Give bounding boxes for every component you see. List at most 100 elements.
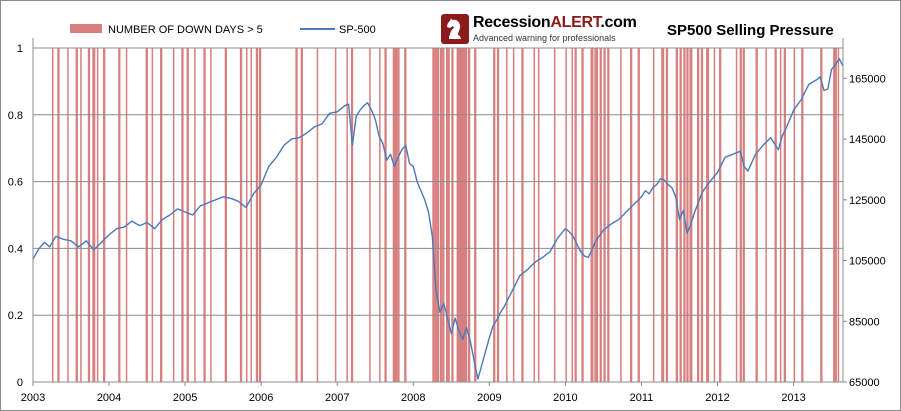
down-days-bar [239, 48, 243, 382]
down-days-bar [713, 48, 716, 382]
right-tick-label: 85000 [849, 316, 880, 328]
down-days-bar [300, 48, 303, 382]
down-days-bar [379, 48, 381, 382]
down-days-bar [384, 48, 387, 382]
x-tick-label: 2009 [477, 392, 501, 404]
right-tick-label: 125000 [849, 195, 886, 207]
down-days-bar [181, 48, 184, 382]
down-days-bar [493, 48, 496, 382]
down-days-bar [512, 48, 515, 382]
x-tick-label: 2012 [705, 392, 729, 404]
brand-logo-block: RecessionALERT.com Advanced warning for … [441, 14, 637, 46]
down-days-bar [103, 48, 106, 382]
axes [32, 38, 844, 383]
down-days-bar [574, 48, 577, 382]
down-days-bar [652, 48, 655, 382]
down-days-bars [52, 48, 840, 382]
legend: NUMBER OF DOWN DAYS > 5 SP-500 [70, 24, 376, 36]
down-days-bar [224, 48, 227, 382]
right-tick-label: 145000 [849, 134, 886, 146]
down-days-bar [118, 48, 121, 382]
down-days-bar [151, 48, 154, 382]
down-days-bar [87, 48, 91, 382]
down-days-bar [521, 48, 524, 382]
down-days-bar [506, 48, 508, 382]
down-days-bar [571, 48, 573, 382]
down-days-bar [258, 48, 262, 382]
legend-label-sp500: SP-500 [339, 24, 376, 36]
down-days-bar [697, 48, 700, 382]
sp500-line [32, 57, 844, 380]
left-tick-label: 0.8 [8, 110, 23, 122]
down-days-bar [594, 48, 596, 382]
down-days-bar [686, 48, 689, 382]
down-days-bar [599, 48, 602, 382]
down-days-bar [706, 48, 710, 382]
down-days-bar [565, 48, 567, 382]
x-tick-label: 2005 [173, 392, 197, 404]
down-days-bar [442, 48, 445, 382]
down-days-bar [590, 48, 594, 382]
down-days-bar [57, 48, 60, 382]
x-tick-label: 2013 [781, 392, 805, 404]
down-days-bar [250, 48, 252, 382]
down-days-bar [496, 48, 500, 382]
x-tick-label: 2010 [553, 392, 577, 404]
down-days-bar [246, 48, 248, 382]
down-days-bar [793, 48, 796, 382]
left-tick-label: 0 [17, 377, 23, 389]
left-tick-label: 0.6 [8, 177, 23, 189]
legend-label-down-days: NUMBER OF DOWN DAYS > 5 [108, 24, 263, 36]
down-days-bar [581, 48, 584, 382]
down-days-bar [350, 48, 354, 382]
down-days-bar [675, 48, 678, 382]
down-days-bar [595, 48, 599, 382]
down-days-bar [194, 48, 196, 382]
down-days-bar [125, 48, 128, 382]
down-days-bar [255, 48, 259, 382]
down-days-bar [742, 48, 745, 382]
down-days-bar [554, 48, 556, 382]
down-days-bar [67, 48, 69, 382]
right-axis-ticks: 65000 85000 105000 125000 145000 165000 [843, 73, 886, 389]
down-days-bar [538, 48, 540, 382]
down-days-bar [172, 48, 175, 382]
left-tick-label: 1 [17, 43, 23, 55]
down-days-bar [456, 48, 462, 382]
down-days-bar [774, 48, 777, 382]
down-days-bar [689, 48, 693, 382]
down-days-bar [96, 48, 99, 382]
down-days-bar [446, 48, 450, 382]
down-days-bar [461, 48, 465, 382]
chart-title: SP500 Selling Pressure [667, 22, 834, 39]
down-days-bar [607, 48, 610, 382]
brand-name: RecessionALERT.com [473, 14, 637, 31]
x-tick-label: 2006 [249, 392, 273, 404]
down-days-bar [630, 48, 633, 382]
down-days-bar [637, 48, 640, 382]
down-days-bar [432, 48, 435, 382]
left-tick-label: 0.2 [8, 310, 23, 322]
down-days-bar [820, 48, 823, 382]
down-days-bar [210, 48, 212, 382]
down-days-bar [397, 48, 400, 382]
down-days-bar [661, 48, 665, 382]
down-days-bar [295, 48, 298, 382]
x-tick-label: 2007 [325, 392, 349, 404]
down-days-bar [186, 48, 189, 382]
down-days-bar [439, 48, 443, 382]
down-days-bar [735, 48, 738, 382]
down-days-bar [603, 48, 606, 382]
down-days-bar [779, 48, 782, 382]
knight-chess-piece-icon [441, 14, 469, 44]
down-days-bar [700, 48, 704, 382]
down-days-bar [434, 48, 437, 382]
brand-tagline: Advanced warning for professionals [473, 33, 616, 43]
down-days-bar [833, 48, 837, 382]
down-days-bar [801, 48, 804, 382]
x-tick-label: 2003 [21, 392, 45, 404]
down-days-bar [465, 48, 468, 382]
down-days-bar [145, 48, 148, 382]
right-tick-label: 65000 [849, 377, 880, 389]
